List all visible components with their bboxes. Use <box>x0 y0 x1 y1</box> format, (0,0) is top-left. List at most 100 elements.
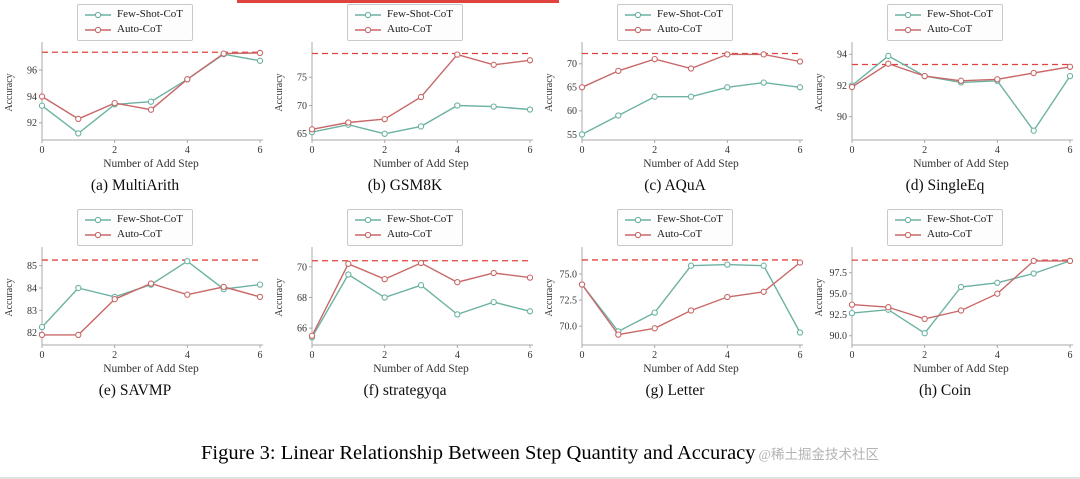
y-axis-label: Accuracy <box>544 278 555 316</box>
data-point <box>651 55 658 63</box>
legend-line-marker-icon <box>84 215 112 225</box>
series-auto-cot <box>848 60 1074 91</box>
legend-entry: Few-Shot-CoT <box>84 7 183 22</box>
y-axis-label: Accuracy <box>4 73 15 111</box>
x-tick-label: 6 <box>798 350 803 361</box>
x-tick-label: 4 <box>185 145 190 156</box>
data-point <box>417 93 425 101</box>
data-point <box>454 311 461 318</box>
line-chart-savmp: 82 83 84 85 0 2 4 6 Number of Add Step Accuracy <box>4 247 264 375</box>
x-axis-label: Number of Add Step <box>103 363 199 375</box>
data-point <box>490 298 497 306</box>
legend-label: Auto-CoT <box>387 228 433 240</box>
figure-caption-row: Figure 3: Linear Relationship Between St… <box>0 442 1080 465</box>
axes <box>581 247 803 346</box>
data-point <box>796 84 804 91</box>
legend-label: Few-Shot-CoT <box>657 8 723 20</box>
data-point <box>38 93 46 100</box>
chart-cell-h: Few-Shot-CoT Auto-CoT 90.0 92.5 95.0 97.5 0 2 4… <box>810 209 1080 400</box>
y-tick-label: 70 <box>567 59 577 70</box>
y-tick-label: 92.5 <box>830 310 848 321</box>
line-chart-gsm8k: 65 70 75 0 2 4 6 Number of Add Step Accuracy <box>274 42 534 170</box>
legend-entry: Auto-CoT <box>624 227 723 242</box>
series-auto-cot <box>848 257 1074 323</box>
data-point <box>1066 63 1074 70</box>
data-point <box>1030 270 1037 277</box>
data-point <box>796 58 804 65</box>
x-tick-label: 2 <box>382 145 387 156</box>
data-point <box>381 130 388 137</box>
line-chart-letter: 70.0 72.5 75.0 0 2 4 6 Number of Add Step Accura… <box>544 247 804 375</box>
legend: Few-Shot-CoT Auto-CoT <box>617 4 733 41</box>
y-axis-label: Accuracy <box>544 73 555 111</box>
chart-caption: (b) GSM8K <box>367 177 443 194</box>
x-tick-label: 4 <box>725 145 730 156</box>
x-axis-label: Number of Add Step <box>643 158 739 170</box>
legend-line-marker-icon <box>894 10 922 20</box>
legend-label: Auto-CoT <box>117 228 163 240</box>
data-point <box>454 102 461 109</box>
y-axis-label: Accuracy <box>274 73 285 111</box>
line-chart-strategyqa: 66 68 70 0 2 4 6 Number of Add Step Accuracy <box>274 247 534 375</box>
chart-cell-d: Few-Shot-CoT Auto-CoT 90 92 94 0 2 4 6 Number of… <box>810 4 1080 195</box>
legend-label: Few-Shot-CoT <box>927 8 993 20</box>
data-point <box>38 102 46 109</box>
x-tick-label: 4 <box>995 145 1000 156</box>
data-point <box>615 112 622 119</box>
x-axis: 0 2 4 6 <box>580 140 803 156</box>
chart-caption: (e) SAVMP <box>98 382 172 399</box>
charts-grid: Few-Shot-CoT Auto-CoT 92 94 96 0 2 4 6 Number of… <box>0 4 1080 400</box>
legend-entry: Auto-CoT <box>354 22 453 37</box>
x-tick-label: 0 <box>310 145 315 156</box>
bottom-divider <box>0 477 1080 479</box>
chart-cell-a: Few-Shot-CoT Auto-CoT 92 94 96 0 2 4 6 Number of… <box>0 4 270 195</box>
legend: Few-Shot-CoT Auto-CoT <box>347 209 463 246</box>
x-axis: 0 2 4 6 <box>850 345 1073 361</box>
legend-label: Auto-CoT <box>117 23 163 35</box>
data-point <box>615 331 622 338</box>
y-tick-label: 60 <box>567 106 577 117</box>
x-axis: 0 2 4 6 <box>580 345 803 361</box>
data-point <box>848 301 856 308</box>
data-point <box>994 290 1001 297</box>
series-few-shot-cot <box>848 257 1074 337</box>
y-axis-label: Accuracy <box>4 278 15 316</box>
x-tick-label: 0 <box>310 350 315 361</box>
legend-label: Few-Shot-CoT <box>117 8 183 20</box>
legend-line-marker-icon <box>624 215 652 225</box>
data-point <box>526 274 534 281</box>
data-point <box>994 279 1001 286</box>
data-point <box>1066 257 1074 265</box>
data-point <box>760 288 767 295</box>
legend-label: Few-Shot-CoT <box>657 213 723 225</box>
data-point <box>885 304 892 311</box>
x-axis: 0 2 4 6 <box>310 140 533 156</box>
y-tick-label: 70 <box>297 262 307 273</box>
data-point <box>220 283 227 291</box>
data-point <box>921 315 928 323</box>
series-few-shot-cot <box>308 271 534 341</box>
y-tick-label: 92 <box>27 118 37 129</box>
data-point <box>687 65 695 72</box>
legend-entry: Few-Shot-CoT <box>894 7 993 22</box>
data-point <box>147 280 155 287</box>
y-tick-label: 75 <box>297 73 307 84</box>
chart-caption: (g) Letter <box>645 382 705 399</box>
data-point <box>1030 257 1037 265</box>
y-tick-label: 90.0 <box>830 331 848 342</box>
x-tick-label: 4 <box>455 145 460 156</box>
y-tick-label: 95.0 <box>830 289 848 300</box>
x-axis-label: Number of Add Step <box>373 363 469 375</box>
legend-line-marker-icon <box>894 215 922 225</box>
series-auto-cot <box>308 259 534 339</box>
legend-entry: Few-Shot-CoT <box>624 7 723 22</box>
legend-label: Auto-CoT <box>657 23 703 35</box>
data-point <box>651 309 658 316</box>
legend-entry: Auto-CoT <box>84 22 183 37</box>
x-tick-label: 2 <box>652 350 657 361</box>
y-axis: 66 68 70 <box>297 262 312 335</box>
x-tick-label: 0 <box>580 350 585 361</box>
axes <box>41 42 263 141</box>
data-point <box>184 76 191 83</box>
x-tick-label: 4 <box>185 350 190 361</box>
